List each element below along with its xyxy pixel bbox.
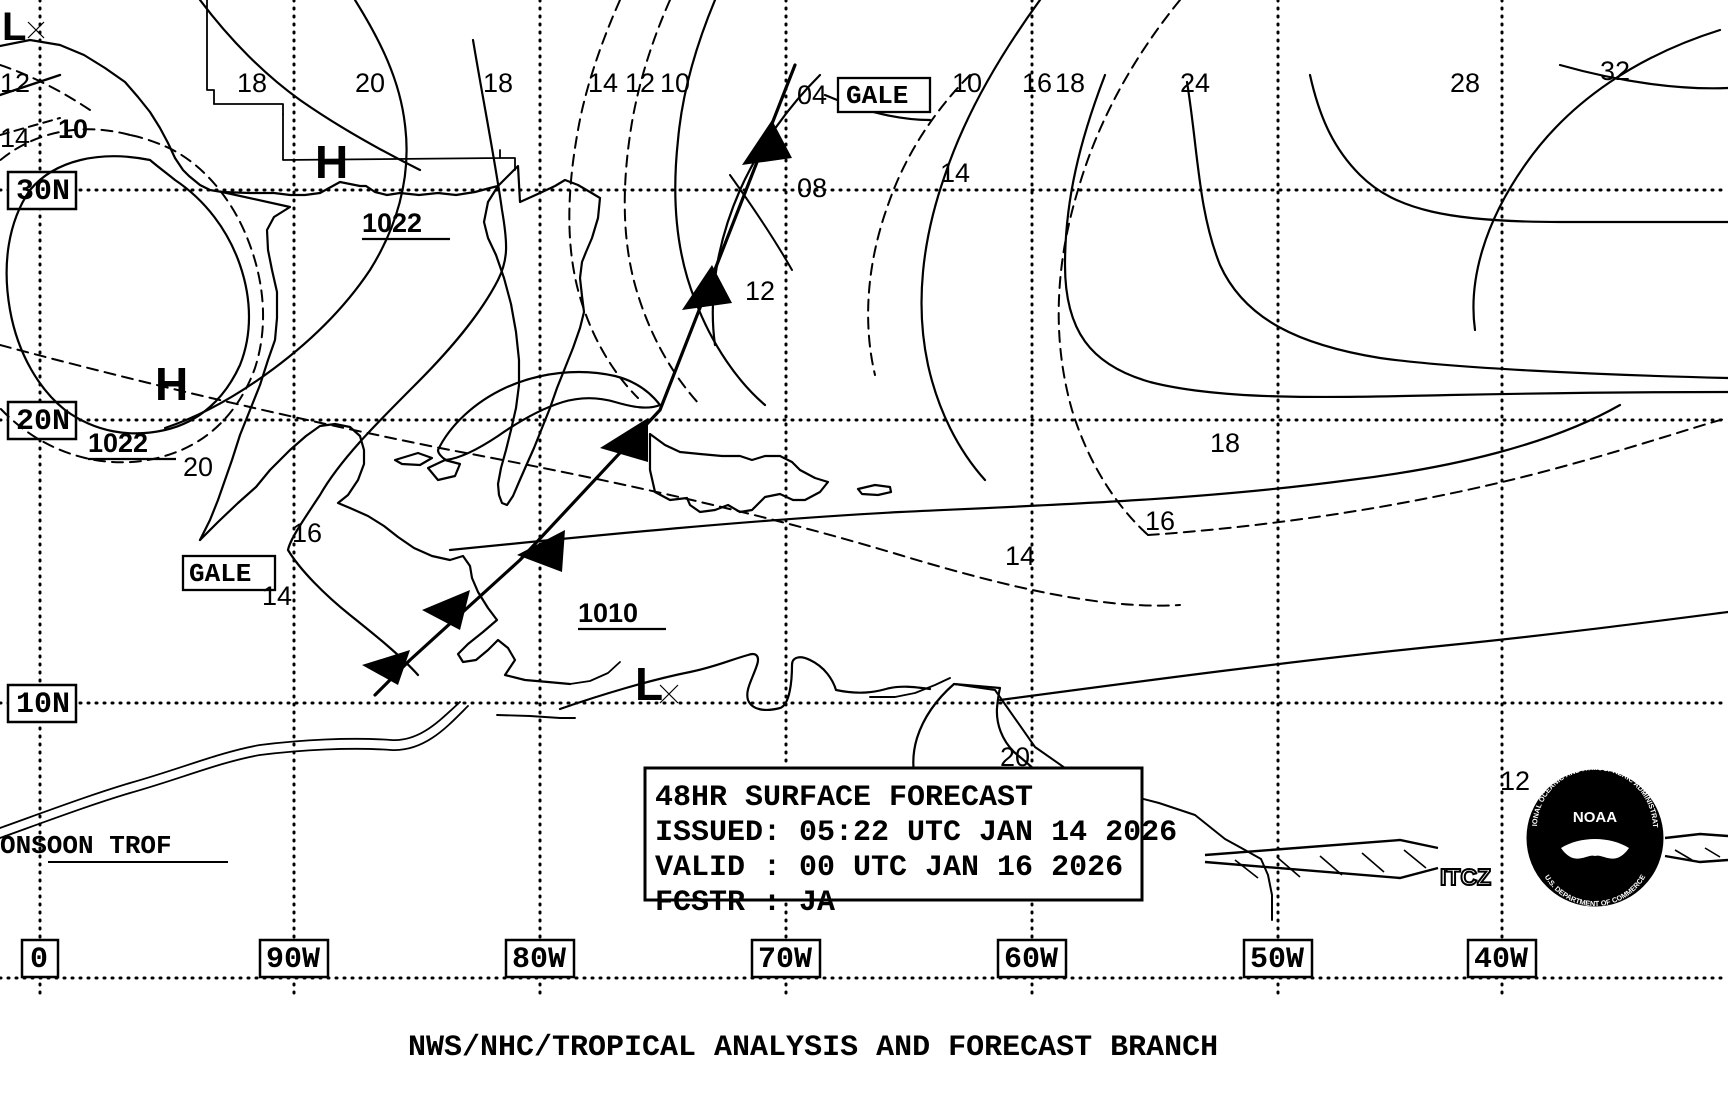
- svg-text:10N: 10N: [16, 688, 70, 722]
- svg-text:FCSTR : JA: FCSTR : JA: [655, 886, 835, 920]
- svg-text:10: 10: [660, 68, 690, 98]
- svg-text:40W: 40W: [1474, 943, 1528, 977]
- svg-text:NOAA: NOAA: [1573, 809, 1617, 826]
- svg-text:ISSUED: 05:22 UTC JAN 14 2026: ISSUED: 05:22 UTC JAN 14 2026: [655, 816, 1177, 850]
- svg-text:08: 08: [797, 173, 827, 203]
- svg-text:10: 10: [58, 114, 88, 144]
- svg-text:80W: 80W: [512, 943, 566, 977]
- svg-text:GALE: GALE: [189, 559, 251, 589]
- svg-text:1022: 1022: [88, 428, 148, 458]
- svg-text:18: 18: [237, 68, 267, 98]
- svg-text:NWS/NHC/TROPICAL ANALYSIS AND: NWS/NHC/TROPICAL ANALYSIS AND FORECAST B…: [408, 1031, 1218, 1065]
- svg-text:ONSOON TROF: ONSOON TROF: [0, 831, 172, 861]
- svg-text:18: 18: [483, 68, 513, 98]
- svg-text:16: 16: [292, 518, 322, 548]
- svg-text:12: 12: [0, 68, 30, 98]
- svg-text:14: 14: [262, 581, 292, 611]
- svg-text:VALID : 00 UTC JAN 16 2026: VALID : 00 UTC JAN 16 2026: [655, 851, 1123, 885]
- svg-text:16: 16: [1145, 506, 1175, 536]
- svg-text:18: 18: [1210, 428, 1240, 458]
- svg-text:32: 32: [1600, 56, 1630, 86]
- svg-text:12: 12: [1500, 766, 1530, 796]
- svg-text:28: 28: [1450, 68, 1480, 98]
- svg-text:10: 10: [952, 68, 982, 98]
- svg-text:20: 20: [355, 68, 385, 98]
- svg-text:ITCZ: ITCZ: [1440, 864, 1491, 890]
- svg-text:H: H: [155, 358, 188, 410]
- svg-text:14: 14: [588, 68, 618, 98]
- svg-text:GALE: GALE: [846, 81, 908, 111]
- svg-text:1022: 1022: [362, 208, 422, 238]
- svg-text:14: 14: [940, 158, 970, 188]
- svg-text:0: 0: [30, 943, 48, 977]
- svg-text:12: 12: [625, 68, 655, 98]
- svg-text:16: 16: [1022, 68, 1052, 98]
- svg-text:48HR SURFACE FORECAST: 48HR SURFACE FORECAST: [655, 781, 1033, 815]
- svg-text:60W: 60W: [1004, 943, 1058, 977]
- svg-text:18: 18: [1055, 68, 1085, 98]
- svg-text:90W: 90W: [266, 943, 320, 977]
- svg-text:H: H: [315, 136, 348, 188]
- svg-text:14: 14: [0, 123, 30, 153]
- svg-text:24: 24: [1180, 68, 1210, 98]
- svg-text:1010: 1010: [578, 598, 638, 628]
- svg-text:L: L: [635, 658, 663, 710]
- svg-text:20: 20: [183, 452, 213, 482]
- svg-text:70W: 70W: [758, 943, 812, 977]
- svg-text:L: L: [2, 5, 26, 49]
- svg-text:04: 04: [797, 80, 827, 110]
- svg-text:12: 12: [745, 276, 775, 306]
- svg-text:50W: 50W: [1250, 943, 1304, 977]
- svg-text:14: 14: [1005, 541, 1035, 571]
- svg-text:30N: 30N: [16, 175, 70, 209]
- svg-text:20N: 20N: [16, 405, 70, 439]
